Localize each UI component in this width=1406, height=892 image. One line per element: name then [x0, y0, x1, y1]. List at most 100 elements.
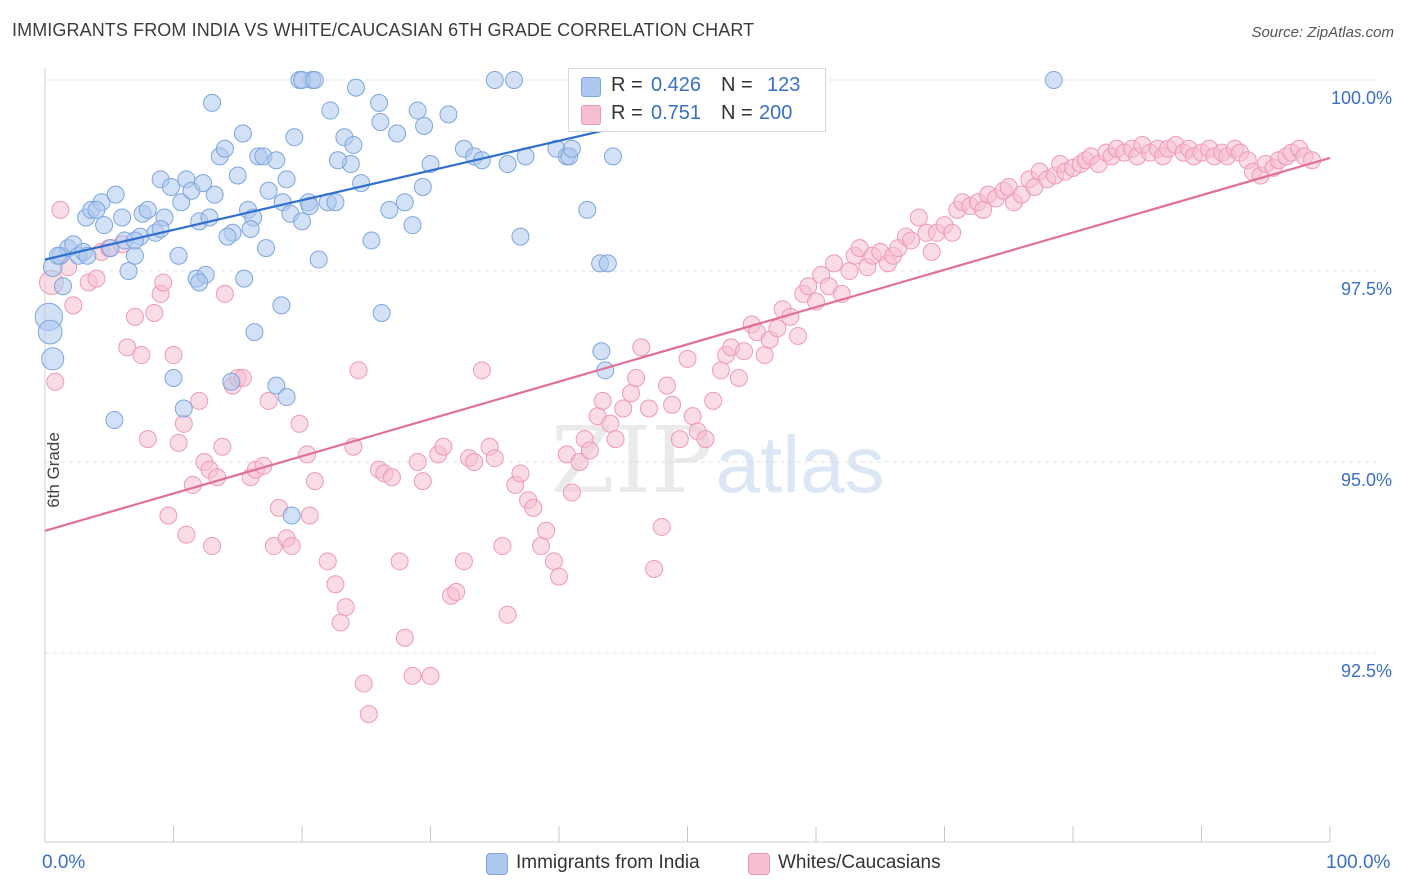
point-white — [663, 395, 682, 414]
point-white — [768, 319, 787, 338]
point-white — [349, 361, 368, 380]
point-white — [51, 200, 70, 219]
point-white — [493, 537, 512, 556]
point-india — [362, 231, 381, 250]
point-white — [943, 223, 962, 242]
gridlines — [45, 79, 1380, 654]
india-swatch — [581, 77, 601, 97]
point-white — [213, 437, 232, 456]
point-india — [41, 347, 65, 371]
point-india — [272, 296, 291, 315]
point-white — [683, 407, 702, 426]
point-india — [413, 177, 432, 196]
point-india — [194, 174, 213, 193]
point-india — [235, 269, 254, 288]
point-india — [228, 166, 247, 185]
n-label: N = — [721, 102, 753, 124]
point-white — [562, 483, 581, 502]
point-india — [277, 170, 296, 189]
point-india — [388, 124, 407, 143]
point-india — [372, 304, 391, 323]
white-swatch — [581, 105, 601, 125]
point-india — [161, 177, 180, 196]
point-india — [257, 239, 276, 258]
point-white — [465, 453, 484, 471]
point-white — [472, 361, 491, 380]
point-white — [421, 666, 440, 685]
point-india — [505, 71, 524, 89]
point-india — [511, 227, 530, 246]
chart-title: IMMIGRANTS FROM INDIA VS WHITE/CAUCASIAN… — [12, 20, 755, 40]
point-white — [408, 453, 427, 471]
point-india — [439, 105, 458, 124]
point-white — [259, 391, 278, 410]
point-india — [106, 185, 125, 204]
y-tick-label: 92.5% — [1341, 661, 1392, 681]
stats-row-white: R = 0.751 N = 200 — [569, 101, 825, 129]
point-india — [1044, 71, 1063, 89]
point-white — [454, 552, 473, 571]
point-white — [138, 430, 157, 449]
r-value: 0.426 — [651, 74, 702, 96]
point-white — [336, 598, 355, 617]
point-white — [902, 231, 921, 250]
point-india — [87, 200, 106, 219]
point-white — [326, 575, 345, 594]
point-india — [403, 216, 422, 235]
point-india — [169, 246, 188, 265]
r-label: R = — [611, 74, 643, 96]
point-india — [352, 174, 371, 193]
point-white — [190, 391, 209, 410]
x-tick-label-max: 100.0% — [1326, 852, 1391, 873]
point-white — [331, 613, 350, 632]
point-white — [485, 449, 504, 468]
point-india — [309, 250, 328, 269]
point-white — [159, 506, 178, 525]
point-india — [371, 113, 390, 132]
point-white — [300, 506, 319, 525]
point-white — [789, 326, 808, 345]
point-white — [799, 277, 818, 296]
point-india — [241, 219, 260, 238]
point-india — [380, 200, 399, 219]
series-india-points — [34, 71, 1063, 525]
point-white — [621, 384, 640, 403]
watermark-atlas: atlas — [716, 420, 885, 509]
axes — [44, 68, 1331, 843]
point-india — [215, 139, 234, 158]
point-white — [359, 705, 378, 724]
point-white — [290, 414, 309, 433]
point-india — [421, 155, 440, 174]
point-white — [840, 262, 859, 280]
point-white — [678, 349, 697, 368]
point-india — [370, 93, 389, 112]
trend-line — [44, 156, 1331, 532]
point-india — [498, 155, 517, 174]
x-tick-label-min: 0.0% — [42, 852, 86, 873]
point-india — [245, 323, 264, 342]
point-india — [174, 399, 193, 418]
point-white — [729, 368, 748, 387]
point-india — [346, 78, 365, 97]
point-india — [222, 372, 241, 391]
point-white — [627, 368, 646, 387]
point-white — [735, 342, 754, 361]
r-label: R = — [611, 102, 643, 124]
point-white — [593, 391, 612, 410]
point-white — [657, 376, 676, 395]
point-india — [105, 410, 124, 429]
point-white — [498, 605, 517, 624]
point-india — [125, 246, 144, 265]
point-white — [390, 552, 409, 571]
stats-box: R = 0.426 N = 123 R = 0.751 N = 200 — [568, 68, 826, 132]
legend-swatch-india — [486, 853, 508, 875]
point-white — [532, 537, 551, 556]
y-tick-label: 100.0% — [1331, 88, 1392, 108]
point-white — [215, 284, 234, 303]
point-india — [190, 273, 209, 292]
point-white — [145, 304, 164, 323]
point-white — [922, 242, 941, 261]
point-white — [46, 372, 65, 391]
point-white — [164, 346, 183, 365]
source-label: Source: ZipAtlas.com — [1251, 24, 1394, 41]
